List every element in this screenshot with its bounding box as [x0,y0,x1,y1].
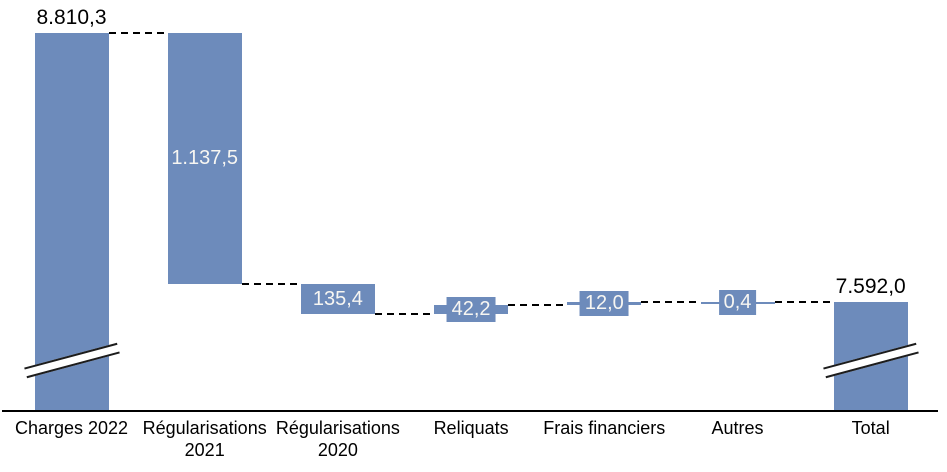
category-label-total: Total [851,418,890,438]
bar-value-label-regularisations-2021: 1.137,5 [171,147,239,169]
connector-line-autres [641,301,701,303]
bar-value-label-regularisations-2020: 135,4 [312,287,363,310]
category-label-charges-2022: Charges 2022 [14,418,129,438]
bar-value-box-autres: 0,4 [718,290,757,315]
x-axis-line [2,410,938,412]
category-label-reliquats: Reliquats [433,418,509,438]
bar-value-box-frais-financiers: 12,0 [579,291,629,316]
connector-line-frais-financiers [508,304,568,306]
category-label-frais-financiers: Frais financiers [543,418,666,438]
waterfall-bar-regularisations-2021: 1.137,5 [167,33,242,284]
category-label-regularisations-2020: Régularisations 2020 [275,418,400,460]
category-label-regularisations-2021: Régularisations 2021 [142,418,267,460]
bar-value-label-charges-2022: 8.810,3 [36,6,107,29]
bar-value-label-total: 7.592,0 [835,275,906,298]
connector-line-total [774,301,834,303]
connector-line-reliquats [374,313,435,315]
bar-value-box-reliquats: 42,2 [446,297,496,322]
connector-line-regularisations-2021 [108,32,168,34]
waterfall-bar-regularisations-2020: 135,4 [300,284,375,314]
category-label-autres: Autres [711,418,764,438]
connector-line-regularisations-2020 [241,283,301,285]
